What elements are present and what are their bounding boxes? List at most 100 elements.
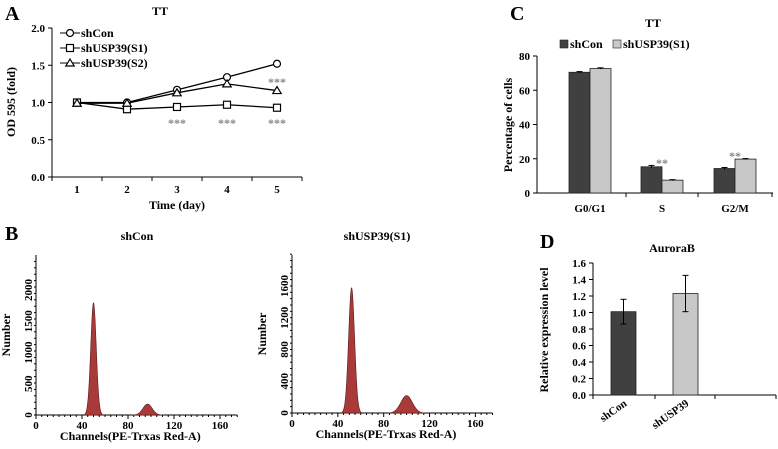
y-tick-label: 1000 bbox=[23, 341, 35, 364]
y-axis-label: Relative expression level bbox=[537, 267, 551, 393]
chart-title: TT bbox=[152, 4, 168, 18]
y-tick-label: 1.4 bbox=[572, 275, 586, 287]
x-tick-label: 4 bbox=[224, 184, 230, 196]
bar-shcon bbox=[568, 71, 591, 194]
data-point-triangle bbox=[271, 85, 283, 95]
x-tick-label: 5 bbox=[274, 184, 280, 196]
data-point-square bbox=[172, 102, 182, 112]
legend-label: shUSP39(S1) bbox=[623, 37, 690, 51]
y-tick-label: 1.6 bbox=[572, 258, 586, 270]
data-point-triangle bbox=[221, 78, 233, 88]
x-tick-label: 2 bbox=[124, 184, 130, 196]
x-tick-label: 120 bbox=[166, 420, 183, 432]
bar-shusp39 bbox=[734, 158, 757, 194]
peak-fill-g0-g1 bbox=[84, 302, 103, 416]
data-point-triangle bbox=[71, 98, 83, 107]
y-tick-label: 1.2 bbox=[572, 291, 586, 303]
x-tick-label: 1 bbox=[74, 184, 80, 196]
peak-fill-g0-g1 bbox=[341, 287, 362, 414]
y-tick-label: 40 bbox=[519, 120, 531, 132]
histogram-title: shUSP39(S1) bbox=[344, 229, 411, 243]
x-axis-label: Time (day) bbox=[149, 198, 205, 212]
chart-title: AuroraB bbox=[649, 241, 695, 255]
bar-shcon bbox=[713, 168, 736, 194]
significance-stars: *** bbox=[218, 116, 236, 130]
legend-label: shUSP39(S2) bbox=[81, 56, 148, 70]
y-axis-label: Number bbox=[255, 312, 269, 355]
x-tick-label: 80 bbox=[123, 420, 135, 432]
legend-label: shUSP39(S1) bbox=[81, 41, 148, 55]
y-tick-label: 2000 bbox=[23, 279, 35, 302]
x-tick-label: 0 bbox=[289, 418, 295, 430]
y-tick-label: 1.0 bbox=[31, 98, 45, 110]
data-point-triangle bbox=[121, 98, 133, 107]
x-tick-label: 160 bbox=[212, 420, 229, 432]
y-axis-label: OD 595 (fold) bbox=[4, 67, 18, 137]
chart-title: TT bbox=[645, 16, 661, 30]
significance-stars: *** bbox=[168, 116, 186, 130]
y-tick-label: 2.0 bbox=[31, 23, 45, 35]
legend-label: shCon bbox=[81, 26, 114, 40]
y-axis-label: Percentage of cells bbox=[501, 77, 515, 172]
y-tick-label: 1.5 bbox=[31, 60, 45, 72]
y-tick-label: 1600 bbox=[279, 274, 291, 297]
data-point-square bbox=[272, 103, 282, 112]
y-tick-label: 1.0 bbox=[572, 308, 586, 320]
y-tick-label: 0.4 bbox=[572, 357, 586, 369]
significance-stars: ** bbox=[729, 149, 741, 163]
panel-label-a: A bbox=[5, 3, 20, 25]
category-label: shUSP39 bbox=[650, 397, 692, 431]
legend-swatch bbox=[559, 39, 569, 49]
panel-label-b: B bbox=[5, 223, 18, 245]
x-tick-label: 40 bbox=[77, 420, 89, 432]
y-tick-label: 0 bbox=[279, 410, 291, 416]
peak-fill-g2-m bbox=[387, 395, 426, 414]
category-label: S bbox=[659, 203, 665, 215]
bar-shusp39 bbox=[589, 68, 612, 194]
x-tick-label: 3 bbox=[174, 184, 180, 196]
y-tick-label: 0.8 bbox=[572, 324, 586, 336]
y-tick-label: 0.6 bbox=[572, 341, 586, 353]
bar-shcon bbox=[640, 166, 663, 194]
peak-fill-g2-m bbox=[132, 403, 164, 416]
histogram-title: shCon bbox=[121, 229, 154, 243]
data-point-circle bbox=[272, 59, 282, 68]
legend-marker-triangle bbox=[64, 57, 76, 67]
x-tick-label: 80 bbox=[378, 418, 390, 430]
y-axis-label: Number bbox=[0, 313, 13, 356]
x-tick-label: 40 bbox=[332, 418, 344, 430]
y-tick-label: 0 bbox=[23, 412, 35, 418]
y-tick-label: 20 bbox=[519, 154, 531, 166]
legend-swatch bbox=[612, 39, 622, 49]
legend-label: shCon bbox=[570, 37, 603, 51]
category-label: G2/M bbox=[721, 203, 749, 215]
x-tick-label: 120 bbox=[421, 418, 438, 430]
y-tick-label: 0.0 bbox=[31, 172, 45, 184]
y-tick-label: 1200 bbox=[279, 306, 291, 329]
y-tick-label: 1500 bbox=[23, 310, 35, 333]
panel-label-c: C bbox=[510, 3, 524, 25]
data-point-triangle bbox=[171, 87, 183, 97]
y-tick-label: 800 bbox=[279, 341, 291, 358]
x-axis-label: Channels(PE-Trxas Red-A) bbox=[316, 427, 457, 441]
y-tick-label: 0 bbox=[525, 188, 531, 200]
panel-label-d: D bbox=[540, 231, 554, 253]
y-tick-label: 60 bbox=[519, 85, 531, 97]
x-tick-label: 160 bbox=[467, 418, 484, 430]
category-label: G0/G1 bbox=[574, 203, 605, 215]
x-axis-label: Channels(PE-Trxas Red-A) bbox=[60, 429, 201, 443]
x-tick-label: 0 bbox=[33, 420, 39, 432]
y-tick-label: 0.0 bbox=[572, 390, 586, 402]
significance-stars: ** bbox=[656, 156, 668, 170]
bar-shusp39 bbox=[661, 179, 684, 194]
y-tick-label: 500 bbox=[23, 375, 35, 392]
legend-marker-circle bbox=[65, 28, 75, 38]
y-tick-label: 80 bbox=[519, 51, 531, 63]
legend-marker-square bbox=[65, 43, 75, 53]
significance-stars: *** bbox=[268, 116, 286, 130]
y-tick-label: 0.2 bbox=[572, 374, 586, 386]
y-tick-label: 400 bbox=[279, 372, 291, 389]
significance-stars: *** bbox=[268, 75, 286, 89]
y-tick-label: 0.5 bbox=[31, 135, 45, 147]
